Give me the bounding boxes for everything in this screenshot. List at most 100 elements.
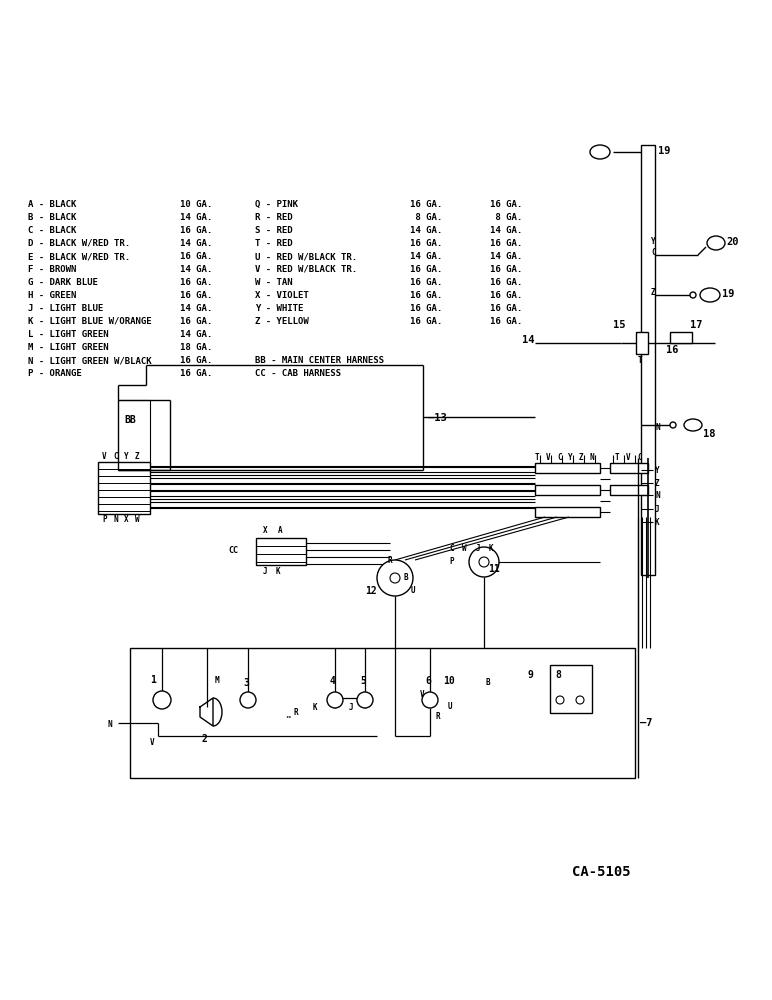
Text: A: A [278, 526, 283, 535]
Text: P: P [449, 557, 454, 566]
Circle shape [357, 692, 373, 708]
Text: V: V [150, 738, 154, 747]
Text: 14 GA.: 14 GA. [490, 252, 522, 261]
Text: J - LIGHT BLUE: J - LIGHT BLUE [28, 304, 103, 313]
Text: 16 GA.: 16 GA. [180, 369, 212, 378]
Text: J: J [349, 703, 354, 712]
Text: N: N [113, 515, 117, 524]
Text: 16 GA.: 16 GA. [410, 291, 442, 300]
Text: 16 GA.: 16 GA. [490, 200, 522, 209]
Circle shape [422, 692, 438, 708]
Ellipse shape [684, 419, 702, 431]
Text: H - GREEN: H - GREEN [28, 291, 76, 300]
Text: 16 GA.: 16 GA. [410, 317, 442, 326]
Text: Y: Y [651, 237, 655, 246]
Text: N: N [108, 720, 113, 729]
Text: 16 GA.: 16 GA. [490, 317, 522, 326]
Text: Y: Y [655, 466, 659, 475]
Text: 16 GA.: 16 GA. [180, 278, 212, 287]
Circle shape [576, 696, 584, 704]
Text: J: J [655, 505, 659, 514]
Text: –7: –7 [640, 718, 652, 728]
Text: 18 GA.: 18 GA. [180, 343, 212, 352]
Text: J: J [476, 544, 481, 553]
Text: Z: Z [579, 453, 584, 462]
Text: 14 GA.: 14 GA. [180, 304, 212, 313]
Text: Y - WHITE: Y - WHITE [255, 304, 303, 313]
Text: K: K [313, 703, 317, 712]
Circle shape [153, 691, 171, 709]
Bar [535, 485, 600, 495]
Text: Z: Z [655, 479, 659, 488]
Text: 1: 1 [150, 675, 156, 685]
Text: 16 GA.: 16 GA. [490, 265, 522, 274]
Text: 16 GA.: 16 GA. [180, 291, 212, 300]
Bar [610, 463, 648, 473]
Text: T - RED: T - RED [255, 239, 293, 248]
Text: R: R [387, 556, 391, 565]
Text: S - RED: S - RED [255, 226, 293, 235]
Text: 10: 10 [443, 676, 455, 686]
Text: 16 GA.: 16 GA. [490, 278, 522, 287]
Text: K: K [276, 567, 281, 576]
Text: C: C [113, 452, 117, 461]
Text: W: W [135, 515, 140, 524]
Text: 11: 11 [488, 564, 499, 574]
Text: Z: Z [135, 452, 140, 461]
Text: 16 GA.: 16 GA. [410, 265, 442, 274]
Bar [98, 462, 150, 514]
Text: 17: 17 [690, 320, 703, 330]
Text: U: U [448, 702, 452, 711]
Text: 10 GA.: 10 GA. [180, 200, 212, 209]
Circle shape [479, 557, 489, 567]
Text: C: C [449, 544, 454, 553]
Text: 19: 19 [722, 289, 734, 299]
Circle shape [327, 692, 343, 708]
Text: 5: 5 [360, 676, 366, 686]
Text: 16 GA.: 16 GA. [180, 252, 212, 261]
Text: °°: °° [285, 716, 292, 721]
Text: CC - CAB HARNESS: CC - CAB HARNESS [255, 369, 341, 378]
Text: 8: 8 [555, 670, 561, 680]
Text: U: U [411, 586, 415, 595]
Text: 14 GA.: 14 GA. [180, 213, 212, 222]
Text: CA-5105: CA-5105 [572, 865, 631, 879]
Text: L - LIGHT GREEN: L - LIGHT GREEN [28, 330, 109, 339]
Text: N: N [590, 453, 594, 462]
Text: Z: Z [651, 288, 655, 297]
Text: C: C [637, 453, 642, 462]
Text: CC: CC [228, 546, 238, 555]
Bar [550, 665, 592, 713]
Text: 2: 2 [202, 734, 208, 744]
Polygon shape [200, 698, 213, 726]
Text: D - BLACK W/RED TR.: D - BLACK W/RED TR. [28, 239, 130, 248]
Text: 14 GA.: 14 GA. [180, 330, 212, 339]
Text: 15: 15 [613, 320, 625, 330]
Text: 14 GA.: 14 GA. [410, 226, 442, 235]
Text: 19: 19 [658, 146, 671, 156]
Text: 16 GA.: 16 GA. [180, 226, 212, 235]
Text: K - LIGHT BLUE W/ORANGE: K - LIGHT BLUE W/ORANGE [28, 317, 151, 326]
Text: 16: 16 [666, 345, 679, 355]
Circle shape [556, 696, 564, 704]
Text: BB: BB [124, 415, 136, 425]
Text: 16 GA.: 16 GA. [490, 291, 522, 300]
Ellipse shape [590, 145, 610, 159]
Text: N: N [655, 491, 659, 500]
Bar [636, 332, 648, 354]
Text: B - BLACK: B - BLACK [28, 213, 76, 222]
Text: B: B [403, 573, 408, 582]
Text: 4: 4 [330, 676, 336, 686]
Text: T: T [615, 453, 620, 462]
Text: P - ORANGE: P - ORANGE [28, 369, 82, 378]
Text: T: T [535, 453, 540, 462]
Text: 20: 20 [726, 237, 739, 247]
Text: 9: 9 [528, 670, 534, 680]
Text: C: C [557, 453, 561, 462]
Text: B: B [485, 678, 489, 687]
Text: W: W [462, 544, 466, 553]
Text: 14 GA.: 14 GA. [180, 265, 212, 274]
Text: 16 GA.: 16 GA. [410, 304, 442, 313]
Text: Q - PINK: Q - PINK [255, 200, 298, 209]
Text: R: R [293, 708, 298, 717]
